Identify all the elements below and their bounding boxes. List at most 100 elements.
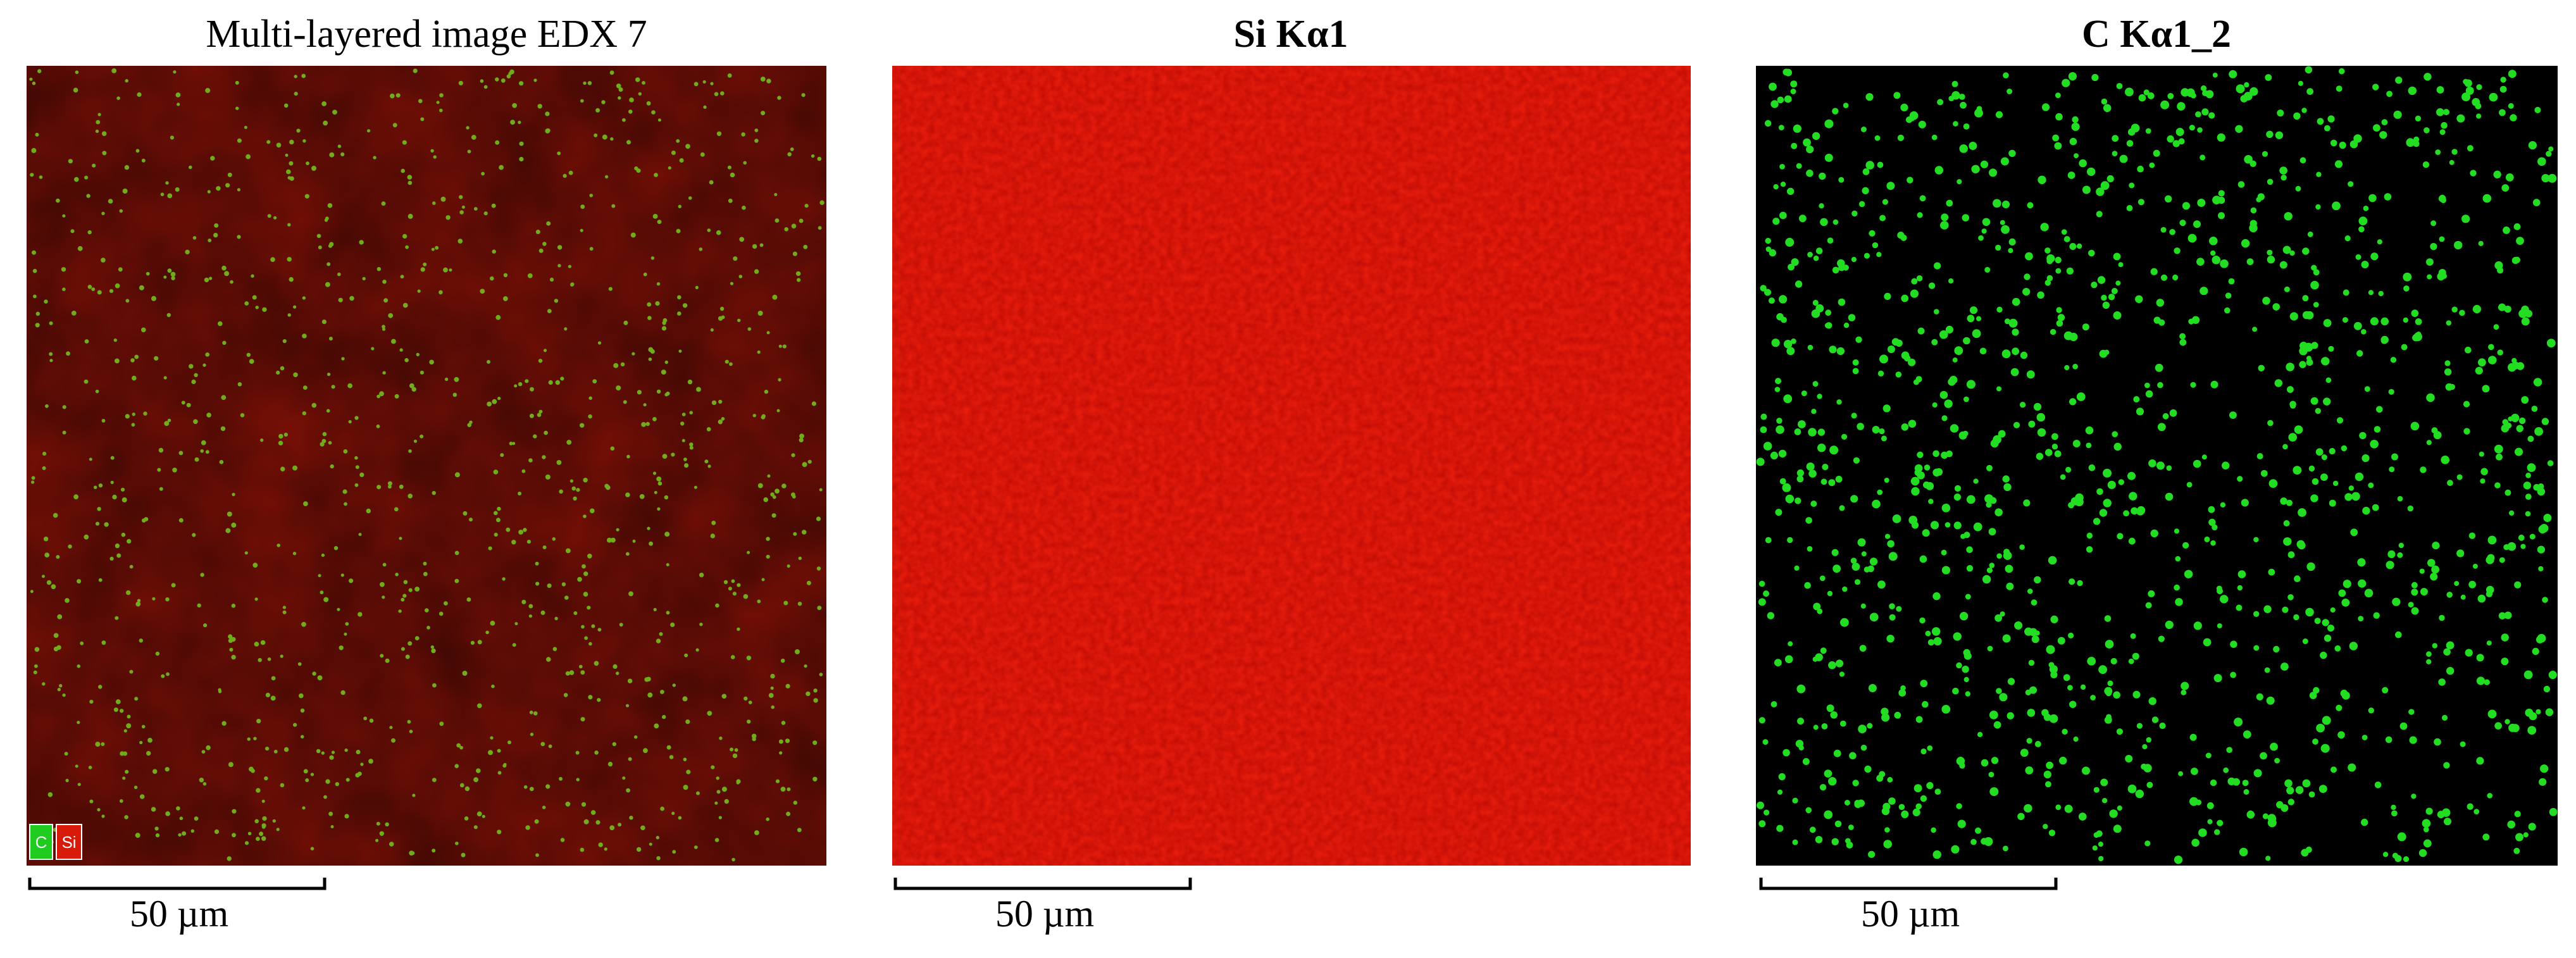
signal-dot: [580, 670, 585, 675]
signal-dot: [416, 352, 420, 356]
signal-dot: [109, 289, 114, 293]
signal-dot: [2096, 211, 2103, 218]
signal-dot: [176, 806, 180, 811]
signal-dot: [2043, 770, 2051, 779]
signal-dot: [86, 194, 90, 198]
signal-dot: [167, 268, 172, 273]
signal-dot: [2406, 138, 2415, 147]
signal-dot: [1926, 781, 1934, 790]
signal-dot: [1945, 325, 1953, 334]
signal-dot: [2282, 444, 2288, 450]
scale-label: 50 µm: [995, 893, 1094, 935]
signal-dot: [2242, 780, 2249, 787]
signal-dot: [487, 359, 490, 364]
signal-dot: [2182, 202, 2190, 210]
signal-dot: [1828, 777, 1837, 786]
signal-dot: [189, 364, 194, 369]
signal-dot: [426, 626, 430, 630]
signal-dot: [548, 744, 552, 749]
signal-dot: [2200, 287, 2208, 295]
signal-dot: [684, 653, 688, 657]
signal-dot: [606, 485, 611, 490]
signal-dot: [1883, 840, 1892, 849]
signal-dot: [1850, 495, 1858, 503]
signal-dot: [766, 331, 770, 335]
signal-dot: [1911, 487, 1920, 496]
signal-dot: [711, 765, 715, 769]
signal-dot: [1957, 819, 1966, 828]
signal-dot: [2064, 364, 2070, 371]
signal-dot: [2299, 157, 2306, 164]
signal-dot: [2523, 482, 2532, 490]
signal-dot: [1796, 475, 1804, 483]
signal-dot: [230, 280, 233, 284]
signal-dot: [2034, 740, 2041, 747]
signal-dot: [1757, 801, 1764, 809]
signal-dot: [1794, 428, 1801, 435]
signal-dot: [178, 451, 184, 456]
signal-dot: [548, 380, 553, 385]
signal-dot: [254, 597, 258, 601]
signal-dot: [2098, 855, 2104, 862]
signal-dot: [2538, 566, 2544, 571]
signal-dot: [1996, 306, 2003, 313]
signal-dot: [132, 413, 135, 416]
signal-dot: [2537, 545, 2545, 554]
signal-dot: [1827, 590, 1833, 597]
signal-dot: [62, 214, 66, 218]
signal-dot: [2069, 578, 2075, 585]
signal-dot: [2046, 254, 2055, 263]
signal-dot: [1948, 278, 1954, 284]
signal-dot: [2126, 140, 2134, 147]
signal-dot: [2127, 471, 2136, 480]
signal-dot: [2101, 98, 2108, 105]
signal-dot: [2249, 87, 2258, 96]
signal-dot: [2029, 686, 2037, 694]
signal-dot: [2426, 258, 2434, 266]
signal-dot: [399, 537, 402, 540]
signal-dot: [1758, 598, 1766, 606]
panel-title: Si Kα1: [1233, 13, 1348, 56]
signal-dot: [2443, 762, 2450, 769]
signal-dot: [654, 490, 657, 494]
signal-dot: [2447, 480, 2453, 487]
signal-dot: [1864, 765, 1872, 773]
signal-dot: [177, 103, 180, 106]
signal-dot: [1819, 575, 1826, 582]
signal-dot: [1764, 289, 1771, 296]
signal-dot: [491, 684, 495, 688]
signal-dot: [1927, 745, 1933, 751]
signal-dot: [2397, 832, 2406, 842]
signal-dot: [2023, 499, 2031, 507]
signal-dot: [2064, 804, 2073, 813]
signal-dot: [2508, 416, 2513, 422]
signal-dot: [795, 271, 801, 277]
signal-dot: [2463, 428, 2470, 435]
signal-dot: [88, 766, 92, 769]
signal-dot: [328, 244, 333, 248]
signal-dot: [469, 518, 473, 522]
signal-dot: [819, 200, 824, 205]
signal-dot: [125, 299, 130, 303]
signal-dot: [232, 833, 236, 838]
signal-dot: [797, 828, 802, 833]
signal-dot: [2426, 651, 2432, 657]
signal-dot: [375, 838, 379, 842]
signal-dot: [2046, 645, 2055, 654]
signal-dot: [1978, 235, 1984, 241]
signal-dot: [1996, 386, 2001, 392]
signal-dot: [1984, 837, 1993, 846]
signal-dot: [661, 326, 667, 331]
signal-dot: [2262, 297, 2270, 305]
signal-dot: [584, 636, 588, 640]
signal-dot: [49, 359, 53, 363]
signal-dot: [696, 387, 701, 392]
signal-dot: [678, 816, 682, 820]
signal-dot: [643, 748, 648, 754]
signal-dot: [2386, 90, 2393, 97]
signal-dot: [104, 522, 109, 527]
signal-dot: [2250, 207, 2257, 214]
signal-dot: [686, 769, 691, 774]
signal-dot: [1807, 344, 1814, 351]
signal-dot: [630, 232, 636, 238]
